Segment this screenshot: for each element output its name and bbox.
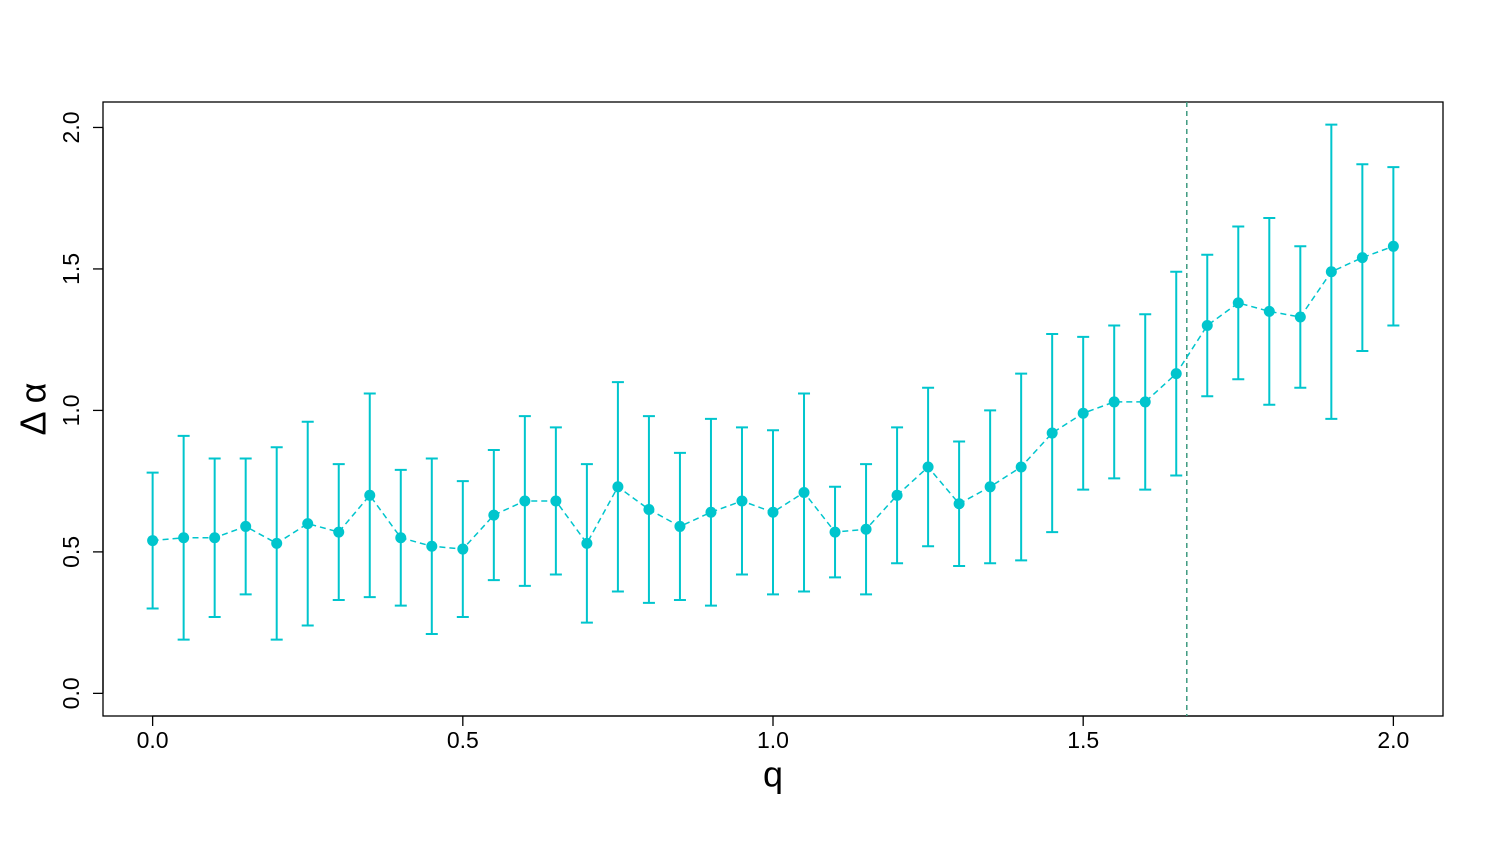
data-point <box>147 535 159 547</box>
data-point <box>1356 252 1368 264</box>
y-tick-label: 2.0 <box>58 111 84 143</box>
data-point <box>488 509 500 521</box>
y-tick-label: 1.0 <box>58 394 84 426</box>
data-point <box>519 495 531 507</box>
data-point <box>426 540 438 552</box>
data-point <box>891 489 903 501</box>
data-point <box>612 481 624 493</box>
data-point <box>1170 368 1182 380</box>
x-tick-label: 1.5 <box>1067 727 1099 753</box>
data-point <box>829 526 841 538</box>
plot-frame <box>102 101 1444 717</box>
x-tick-label: 1.0 <box>757 727 789 753</box>
data-point <box>209 532 221 544</box>
data-point <box>395 532 407 544</box>
data-point <box>1232 297 1244 309</box>
data-point <box>705 506 717 518</box>
data-point <box>736 495 748 507</box>
data-point <box>302 518 314 530</box>
data-point <box>1108 396 1120 408</box>
x-axis-label: q <box>763 754 783 795</box>
data-point <box>798 486 810 498</box>
data-point <box>922 461 934 473</box>
data-point <box>984 481 996 493</box>
data-point <box>1015 461 1027 473</box>
data-point <box>1263 305 1275 317</box>
data-point <box>550 495 562 507</box>
data-point <box>457 543 469 555</box>
data-point <box>333 526 345 538</box>
data-point <box>271 537 283 549</box>
data-point <box>643 503 655 515</box>
data-point <box>1294 311 1306 323</box>
data-point <box>1201 320 1213 332</box>
x-tick-label: 0.0 <box>137 727 169 753</box>
y-tick-label: 1.5 <box>58 253 84 285</box>
data-point <box>1077 407 1089 419</box>
y-axis-label: Δ α <box>13 383 54 436</box>
data-point <box>860 523 872 535</box>
data-point <box>1046 427 1058 439</box>
x-tick-label: 2.0 <box>1377 727 1409 753</box>
y-tick-label: 0.5 <box>58 536 84 568</box>
y-tick-label: 0.0 <box>58 677 84 709</box>
data-point <box>364 489 376 501</box>
data-point <box>767 506 779 518</box>
data-point <box>581 537 593 549</box>
data-point <box>953 498 965 510</box>
data-point <box>1387 240 1399 252</box>
data-point <box>674 520 686 532</box>
data-point <box>1325 266 1337 278</box>
data-point <box>178 532 190 544</box>
x-tick-label: 0.5 <box>447 727 479 753</box>
data-point <box>1139 396 1151 408</box>
data-point <box>240 520 252 532</box>
